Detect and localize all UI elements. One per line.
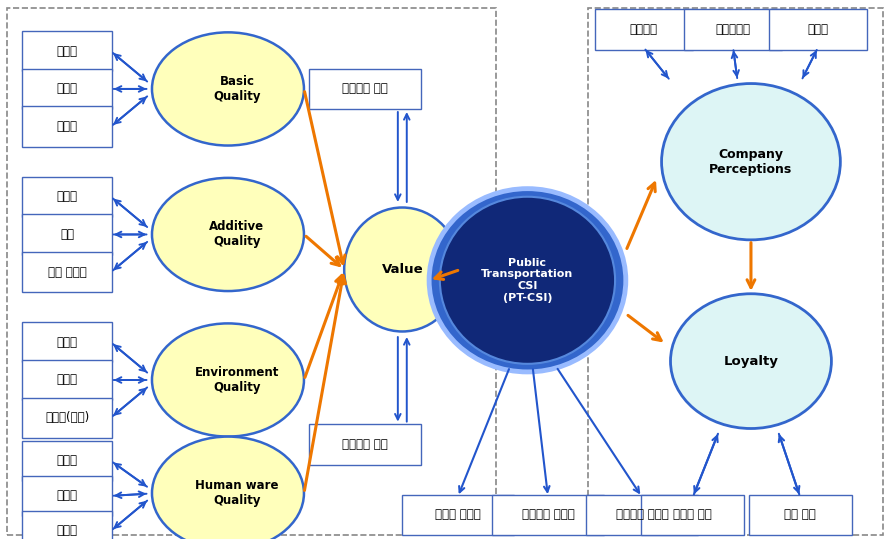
FancyBboxPatch shape bbox=[22, 441, 112, 481]
Text: 기대대비 만족도: 기대대비 만족도 bbox=[615, 508, 669, 521]
Text: 친절성: 친절성 bbox=[56, 489, 78, 502]
Ellipse shape bbox=[152, 32, 304, 146]
FancyBboxPatch shape bbox=[22, 398, 112, 438]
FancyBboxPatch shape bbox=[402, 495, 513, 535]
Text: 전문성: 전문성 bbox=[56, 454, 78, 467]
Ellipse shape bbox=[440, 197, 615, 364]
Text: 정보: 정보 bbox=[60, 228, 74, 241]
Ellipse shape bbox=[344, 208, 460, 331]
FancyBboxPatch shape bbox=[22, 360, 112, 400]
FancyBboxPatch shape bbox=[22, 215, 112, 255]
Text: 부가 서비스: 부가 서비스 bbox=[47, 266, 87, 279]
Text: 기업이미지: 기업이미지 bbox=[715, 23, 751, 36]
Ellipse shape bbox=[152, 178, 304, 291]
Text: Additive
Quality: Additive Quality bbox=[209, 220, 265, 248]
FancyBboxPatch shape bbox=[684, 9, 782, 50]
Text: 안전성: 안전성 bbox=[56, 120, 78, 133]
FancyBboxPatch shape bbox=[586, 495, 697, 535]
Text: Public
Transportation
CSI
(PT-CSI): Public Transportation CSI (PT-CSI) bbox=[481, 258, 574, 303]
Ellipse shape bbox=[662, 84, 840, 240]
FancyBboxPatch shape bbox=[308, 425, 420, 465]
Text: 추천 의향: 추천 의향 bbox=[784, 508, 816, 521]
Ellipse shape bbox=[429, 189, 626, 372]
Text: Loyalty: Loyalty bbox=[723, 355, 779, 368]
FancyBboxPatch shape bbox=[595, 9, 693, 50]
FancyBboxPatch shape bbox=[22, 107, 112, 147]
FancyBboxPatch shape bbox=[22, 176, 112, 217]
Ellipse shape bbox=[670, 294, 831, 429]
Text: 일반적 만족도: 일반적 만족도 bbox=[434, 508, 481, 521]
Text: 청결성: 청결성 bbox=[56, 336, 78, 349]
FancyBboxPatch shape bbox=[22, 69, 112, 109]
Text: 시스템: 시스템 bbox=[56, 190, 78, 203]
Text: Value: Value bbox=[382, 263, 423, 276]
FancyBboxPatch shape bbox=[749, 495, 851, 535]
Text: 고객중심: 고객중심 bbox=[629, 23, 658, 36]
Text: 공감대: 공감대 bbox=[807, 23, 829, 36]
Text: 재이용 의향: 재이용 의향 bbox=[673, 508, 713, 521]
FancyBboxPatch shape bbox=[642, 495, 744, 535]
Text: 품질대비 가겜: 품질대비 가겜 bbox=[342, 438, 388, 451]
FancyBboxPatch shape bbox=[22, 31, 112, 71]
Text: Environment
Quality: Environment Quality bbox=[195, 366, 279, 394]
Text: 안락성(복잡): 안락성(복잡) bbox=[45, 411, 89, 424]
Text: Human ware
Quality: Human ware Quality bbox=[195, 479, 279, 507]
Text: 대응성: 대응성 bbox=[56, 524, 78, 537]
Text: 가겜대비 품질: 가겜대비 품질 bbox=[342, 82, 388, 95]
Text: 정확성: 정확성 bbox=[56, 82, 78, 95]
FancyBboxPatch shape bbox=[492, 495, 603, 535]
Text: 편리성: 편리성 bbox=[56, 374, 78, 386]
Ellipse shape bbox=[152, 437, 304, 539]
FancyBboxPatch shape bbox=[22, 322, 112, 362]
Text: Company
Perceptions: Company Perceptions bbox=[709, 148, 793, 176]
FancyBboxPatch shape bbox=[769, 9, 867, 50]
Text: 이용시점 만족도: 이용시점 만족도 bbox=[521, 508, 575, 521]
Text: Basic
Quality: Basic Quality bbox=[213, 75, 261, 103]
Text: 쿠적성: 쿠적성 bbox=[56, 45, 78, 58]
FancyBboxPatch shape bbox=[22, 511, 112, 539]
FancyBboxPatch shape bbox=[22, 476, 112, 516]
Ellipse shape bbox=[152, 323, 304, 437]
FancyBboxPatch shape bbox=[22, 252, 112, 292]
FancyBboxPatch shape bbox=[308, 69, 420, 109]
